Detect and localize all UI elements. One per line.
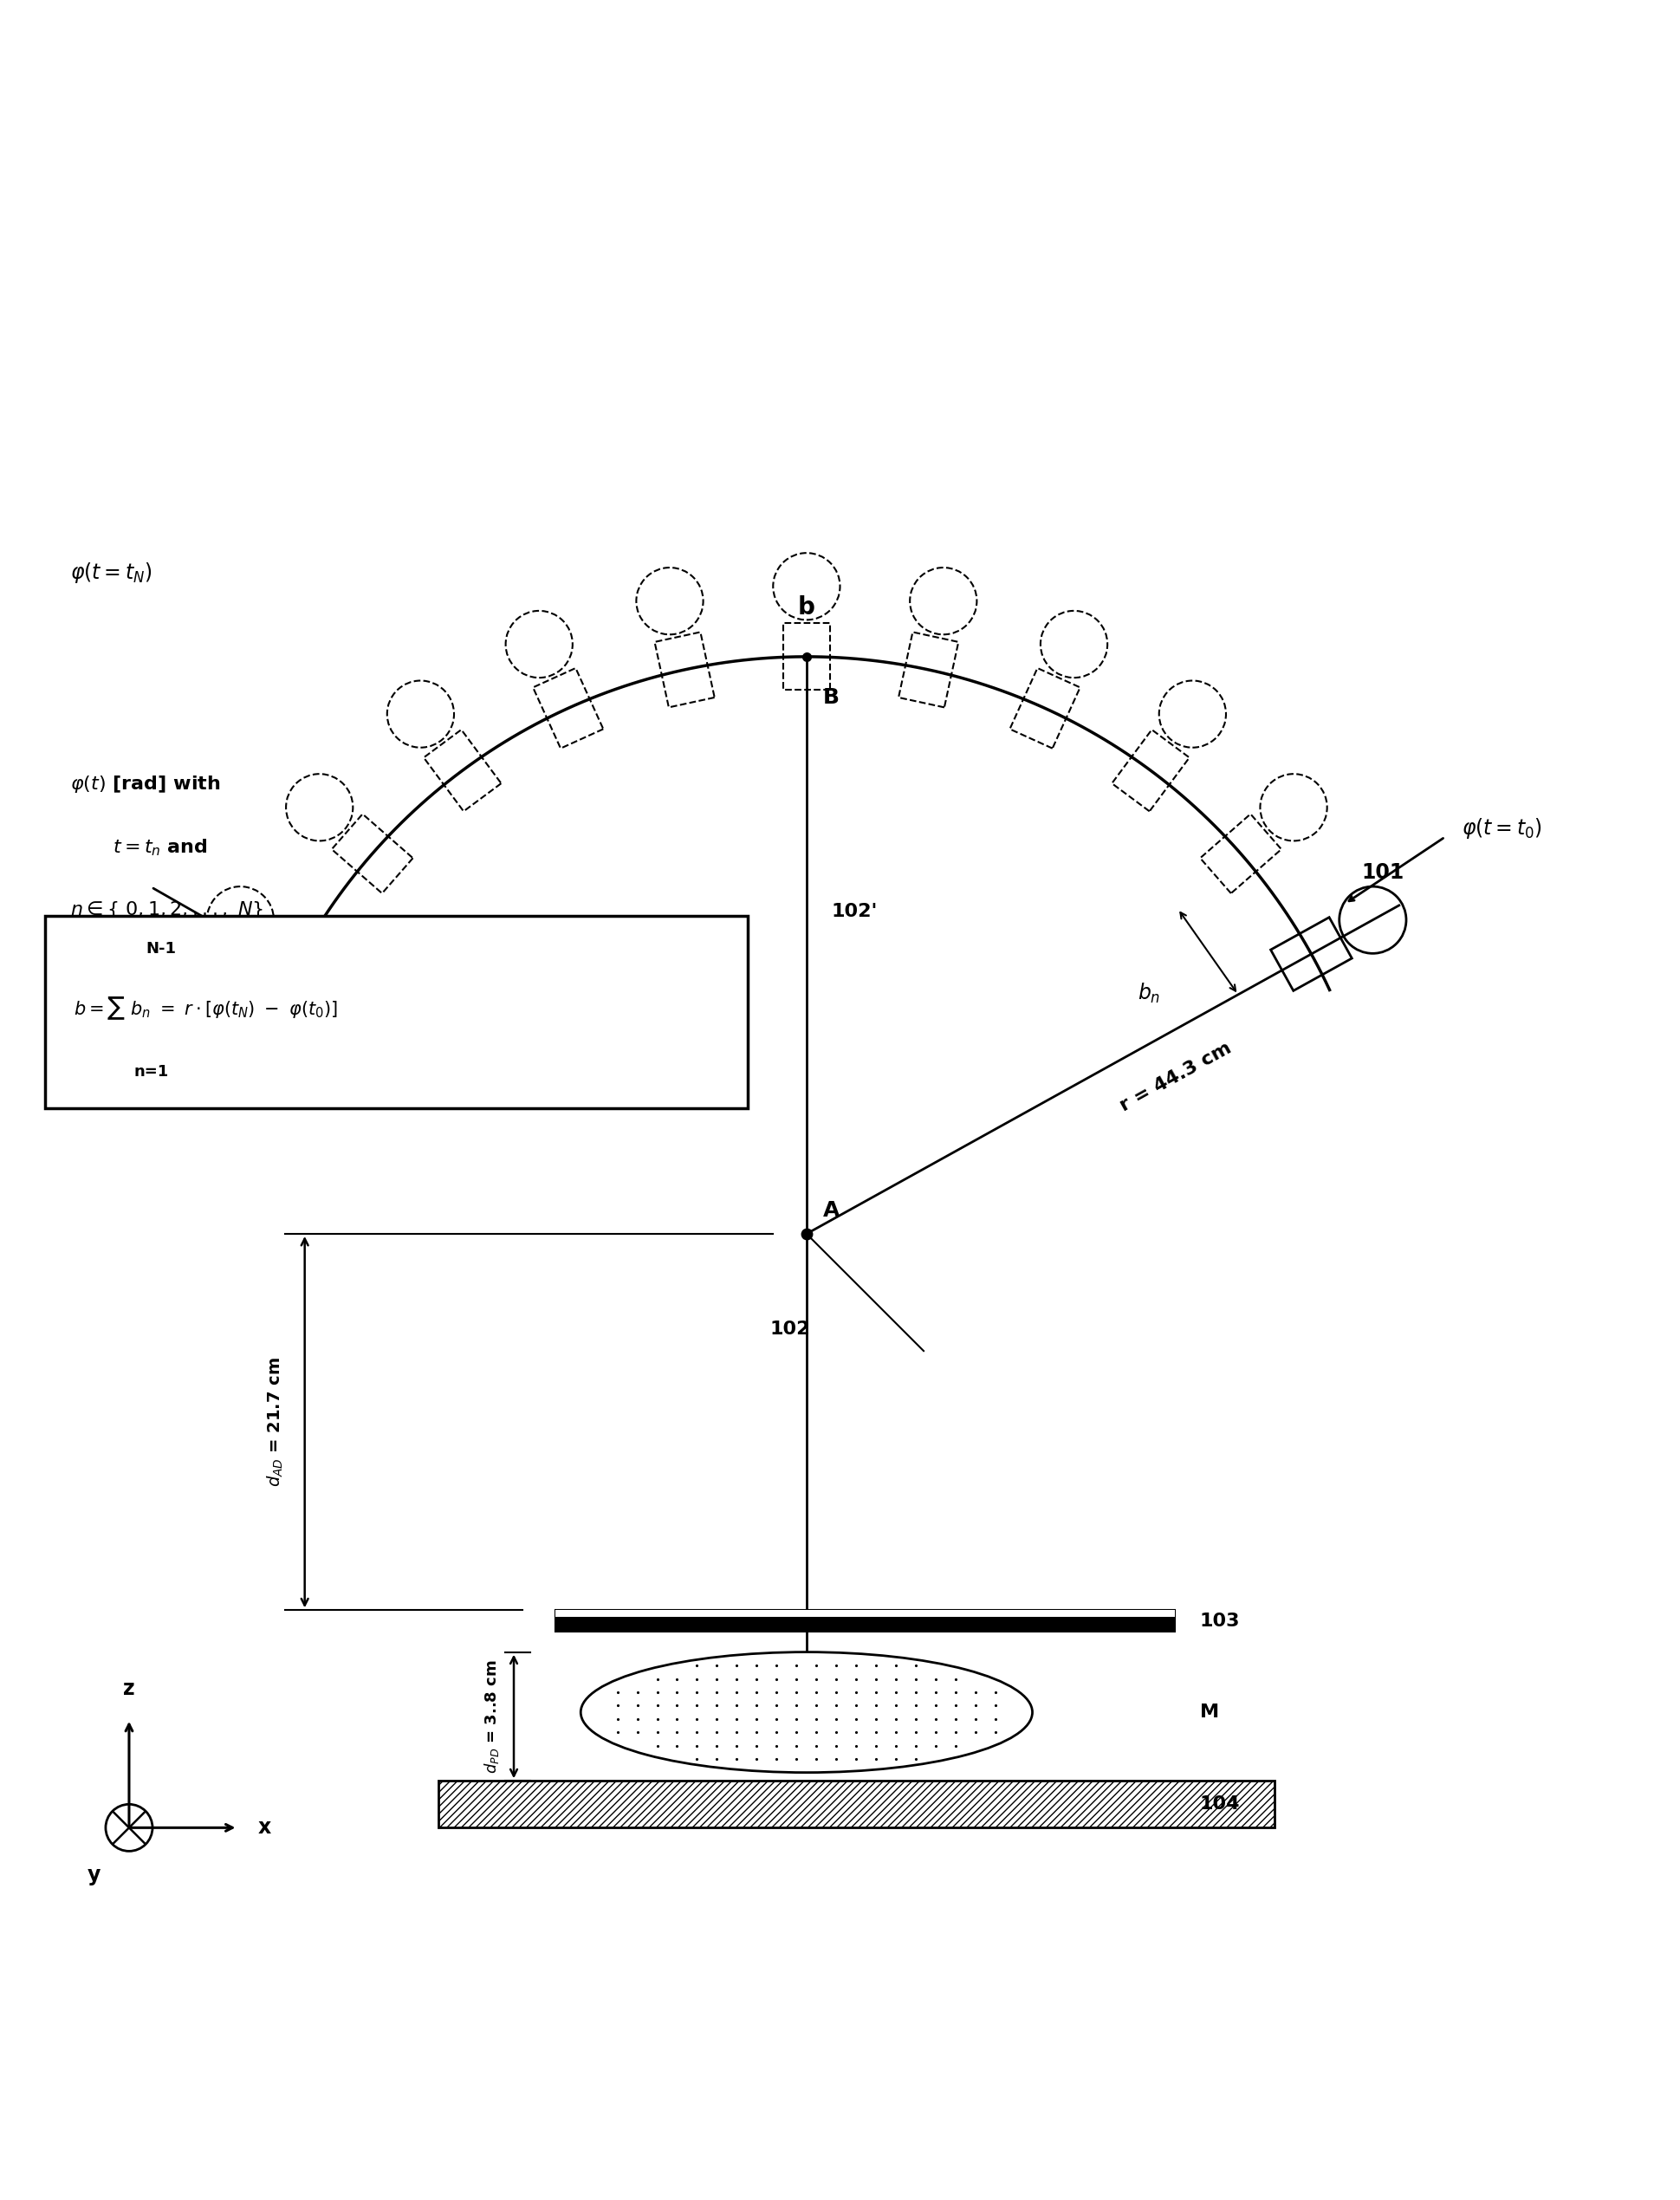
Text: z: z bbox=[123, 1679, 134, 1698]
Text: 104: 104 bbox=[1200, 1795, 1240, 1813]
Text: $\varphi(t=t_N)$: $\varphi(t=t_N)$ bbox=[71, 561, 153, 585]
Text: (e.g. N=11): (e.g. N=11) bbox=[101, 957, 225, 975]
Text: 103: 103 bbox=[1200, 1613, 1240, 1630]
Text: $t=t_n$ and: $t=t_n$ and bbox=[113, 838, 208, 858]
Text: $\varphi(t)$ [rad] with: $\varphi(t)$ [rad] with bbox=[71, 774, 220, 794]
Text: $\varphi(t=t_0)$: $\varphi(t=t_0)$ bbox=[1462, 816, 1542, 840]
Ellipse shape bbox=[581, 1652, 1033, 1773]
Text: $d_{AD}$ = 21.7 cm: $d_{AD}$ = 21.7 cm bbox=[265, 1357, 284, 1487]
Bar bbox=[556, 1610, 1174, 1617]
Text: 102': 102' bbox=[832, 904, 879, 920]
Bar bbox=[556, 1610, 1174, 1632]
Text: $n\in\{\ 0,1,2,...,\ N\}$: $n\in\{\ 0,1,2,...,\ N\}$ bbox=[71, 900, 264, 920]
Text: $b_n$: $b_n$ bbox=[1137, 981, 1161, 1005]
Bar bbox=[438, 1780, 1275, 1828]
Text: M: M bbox=[1200, 1703, 1218, 1720]
Text: B: B bbox=[823, 686, 840, 708]
Text: b: b bbox=[798, 596, 815, 620]
Text: 102: 102 bbox=[769, 1320, 810, 1338]
Text: y: y bbox=[87, 1866, 101, 1885]
Text: r = 44.3 cm: r = 44.3 cm bbox=[1117, 1038, 1235, 1115]
FancyBboxPatch shape bbox=[45, 915, 748, 1109]
Text: 101: 101 bbox=[1361, 862, 1404, 882]
Text: A: A bbox=[823, 1199, 840, 1221]
Text: N-1: N-1 bbox=[146, 942, 176, 957]
Text: x: x bbox=[257, 1817, 270, 1839]
Text: $b = \sum\ b_n\ =\ r \cdot [\varphi(t_N)\ -\ \varphi(t_0)]$: $b = \sum\ b_n\ =\ r \cdot [\varphi(t_N)… bbox=[74, 994, 338, 1023]
Text: $d_{PD}$ = 3..8 cm: $d_{PD}$ = 3..8 cm bbox=[482, 1659, 501, 1773]
Text: n=1: n=1 bbox=[134, 1065, 170, 1080]
